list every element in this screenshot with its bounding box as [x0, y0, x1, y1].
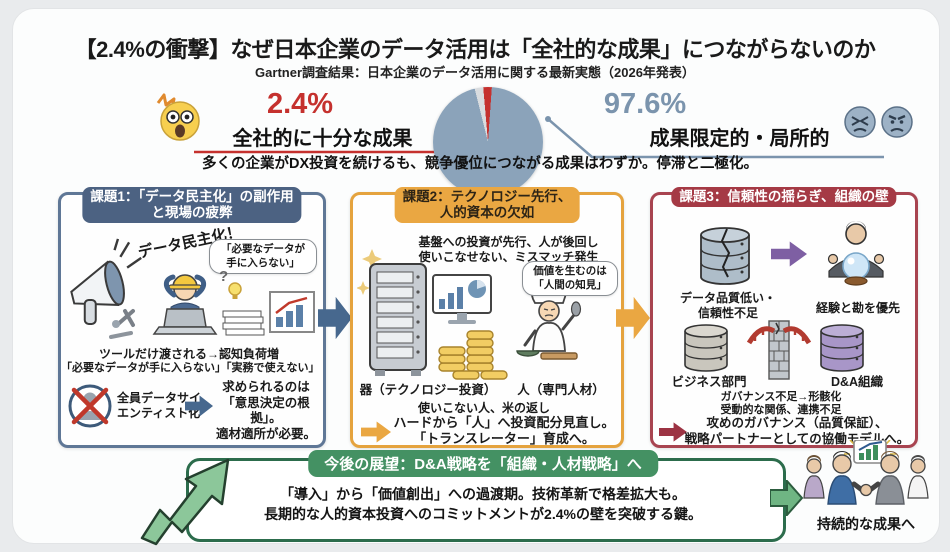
panel3-result-line1: 攻めのガバナンス（品質保証）、: [706, 416, 888, 430]
outlook-line2: 長期的な人的資本投資へのコミットメントが2.4%の壁を突破する鍵。: [264, 506, 702, 522]
panel2-result-line1: ハードから「人」へ投資配分見直し。: [393, 415, 615, 430]
panel1-crossed-line1: 全員データサイ: [117, 391, 202, 405]
panel3-mid-line2: 受動的な関係、連携不足: [720, 404, 842, 416]
server-rack-icon: [369, 263, 427, 376]
panel3-db-label: データ品質低い・ 信頼性不足: [653, 291, 803, 321]
panel3-label-dna: D&A組織: [830, 375, 884, 389]
panel2-title-line1: 課題2：テクノロジー先行、: [402, 189, 572, 204]
no-data-scientist-icon: [68, 384, 112, 428]
outlook-goal-label: 持続的な成果へ: [817, 516, 915, 532]
coins-icon: [438, 330, 508, 380]
panel2-top-line1: 基盤への投資が先行、人が後回し: [418, 235, 599, 249]
outlook-line1: 「導入」から「価値創出」への過渡期。技術革新で格差拡大も。: [280, 486, 686, 502]
left-label: 全社的に十分な成果: [232, 128, 413, 150]
business-database-icon: [684, 324, 728, 372]
shocked-face-icon: [156, 93, 200, 141]
panel3-header: 課題3：信頼性の揺らぎ、組織の壁: [671, 187, 897, 208]
panel1-result: 求められるのは 「意思決定の根拠」。 適材適所が必要。: [213, 380, 319, 443]
panel3-label-business: ビジネス部門: [671, 375, 747, 389]
cracked-database-icon: [700, 227, 750, 285]
page-title: 【2.4%の衝撃】なぜ日本企業のデータ活用は「全社的な成果」につながらないのか: [74, 37, 876, 62]
panel1-crossed-line2: エンティスト化: [117, 406, 201, 420]
panel1-mid-line1: ツールだけ渡される→認知負荷増: [98, 347, 279, 361]
panel1-title-line1: 課題1：「データ民主化」の副作用: [90, 189, 294, 204]
panel3-db-label-line1: データ品質低い・: [679, 291, 776, 305]
outlook-header: 今後の展望：D&A戦略を「組織・人材戦略」へ: [308, 450, 658, 477]
question-mark: ?: [219, 268, 228, 285]
panel3-purple-arrow-icon: [771, 241, 807, 267]
panel2-label-tech: 器（テクノロジー投資）: [359, 383, 497, 397]
panel1-result-line3: 適材適所が必要。: [215, 426, 316, 441]
panel2-mid: 使いこない人、米の返し: [417, 401, 550, 415]
panel2-thought-bubble: 価値を生むのは 「人間の知見」: [522, 261, 618, 297]
panel-issue-3: 課題3：信頼性の揺らぎ、組織の壁 データ品質低い・ 信頼性不足 経験と勘を優先: [650, 187, 918, 448]
annoyed-faces-icon: [844, 106, 913, 138]
page-subtitle: Gartner調査結果：日本企業のデータ活用に関する最新実態（2026年発表）: [255, 65, 695, 80]
stressed-worker-illustration: ?: [109, 268, 265, 339]
crystal-ball-person-icon: [827, 221, 885, 286]
panel3-crystal-label: 経験と勘を優先: [815, 301, 900, 315]
stats-caption: 多くの企業がDX投資を続けるも、競争優位につながる成果はわずか。停滞と二極化。: [202, 156, 758, 172]
panel3-mid-line1: ガバナンス不足→形骸化: [720, 391, 842, 403]
growth-arrow-icon: [140, 458, 230, 546]
megaphone-icon: [70, 238, 142, 325]
panel2-top-line2: 使いこなせない、ミスマッチ発生: [418, 250, 599, 264]
panel1-thought-bubble: 「必要なデータが 手に入らない」: [209, 239, 317, 275]
panel1-result-line2: 「意思決定の根拠」。: [222, 395, 310, 426]
panel1-bubble-line2: 手に入らない」: [226, 256, 300, 269]
sparkles-icon: [357, 249, 382, 295]
panel-issue-2: 課題2：テクノロジー先行、 人的資本の欠如 基盤への投資が先行、人が後回し 使い…: [350, 187, 624, 448]
panel2-header: 課題2：テクノロジー先行、 人的資本の欠如: [394, 187, 580, 224]
panel1-header: 課題1：「データ民主化」の副作用 と現場の疲弊: [82, 187, 302, 224]
handshake-illustration: [803, 440, 929, 505]
right-label: 成果限定的・局所的: [649, 128, 830, 150]
panel1-mid-line2: 「必要なデータが手に入らない」「実務で使えない」: [61, 362, 320, 374]
dna-database-icon: [820, 324, 864, 372]
pie-chart: [433, 87, 543, 197]
panel2-bubble-line2: 「人間の知見」: [533, 278, 607, 291]
panel2-result: ハードから「人」へ投資配分見直し。 「トランスレーター」育成へ。: [393, 415, 615, 448]
panel3-title: 課題3：信頼性の揺らぎ、組織の壁: [679, 189, 889, 204]
panel-issue-1: 課題1：「データ民主化」の副作用 と現場の疲弊 データ民主化！ 「必要なデータが…: [58, 187, 326, 448]
left-percentage: 2.4%: [266, 88, 334, 120]
panel1-bubble-line1: 「必要なデータが: [221, 243, 305, 255]
panel1-result-line1: 求められるのは: [222, 380, 310, 394]
panel2-label-people: 人（専門人材）: [517, 383, 605, 397]
panel2-bubble-line1: 価値を生むのは: [533, 265, 607, 277]
panel2-arrow-icon: [361, 421, 391, 443]
right-percentage: 97.6%: [603, 88, 687, 120]
outlook-right-arrow-icon: [770, 480, 804, 516]
chart-frame-icon: [269, 291, 315, 333]
panel3-db-label-line2: 信頼性不足: [697, 306, 758, 320]
panel1-crossed-label: 全員データサイ エンティスト化: [117, 391, 203, 421]
panel2-result-line2: 「トランスレーター」育成へ。: [413, 431, 595, 447]
dashboard-monitor-icon: [432, 274, 492, 324]
panel1-title-line2: と現場の疲弊: [151, 205, 233, 221]
panel2-title-line2: 人的資本の欠如: [439, 205, 535, 221]
wall-broken-bridge-icon: [747, 320, 811, 380]
